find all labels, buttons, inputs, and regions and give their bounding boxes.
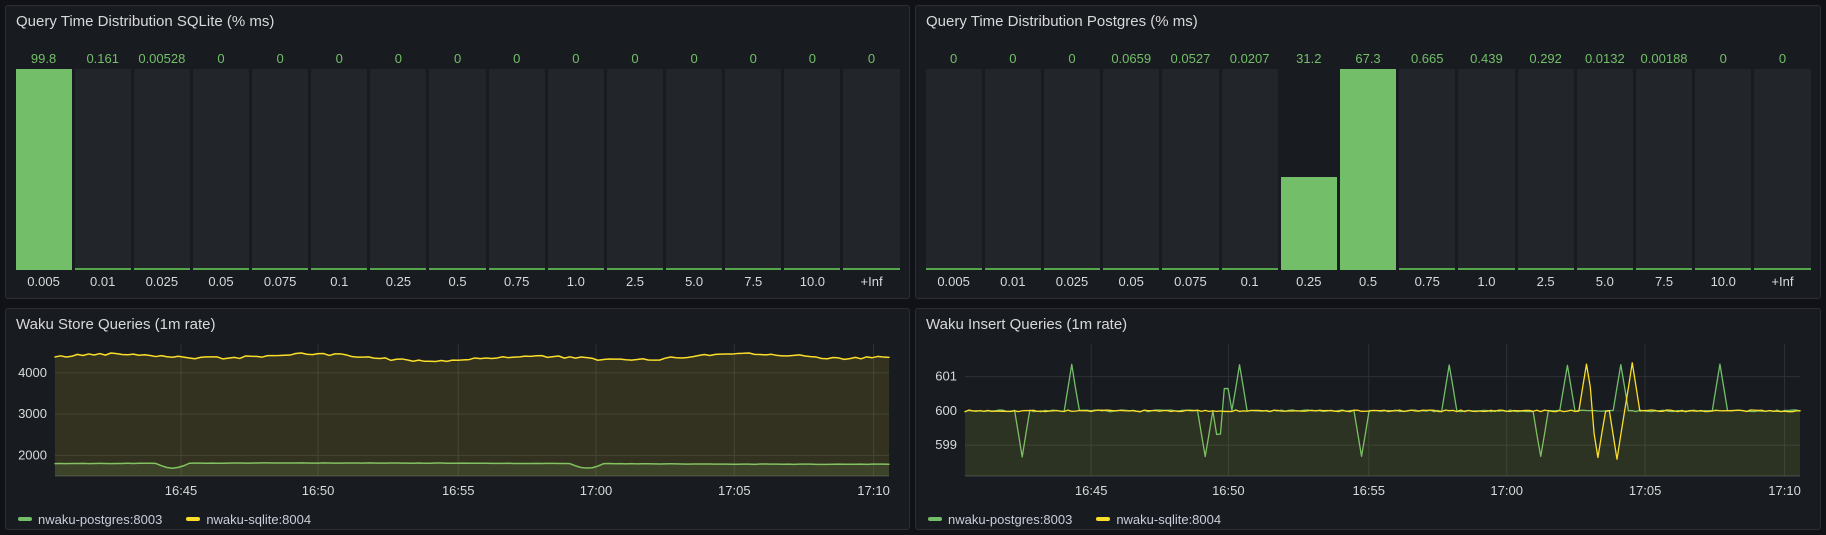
- svg-text:16:45: 16:45: [1075, 483, 1108, 498]
- svg-text:16:55: 16:55: [1352, 483, 1385, 498]
- svg-text:16:50: 16:50: [302, 483, 335, 498]
- svg-text:17:05: 17:05: [718, 483, 751, 498]
- svg-text:2000: 2000: [18, 447, 47, 462]
- svg-text:16:55: 16:55: [442, 483, 475, 498]
- svg-text:3000: 3000: [18, 406, 47, 421]
- svg-text:17:10: 17:10: [1768, 483, 1801, 498]
- svg-text:17:00: 17:00: [580, 483, 613, 498]
- svg-text:16:45: 16:45: [165, 483, 198, 498]
- svg-text:601: 601: [935, 369, 957, 384]
- svg-text:600: 600: [935, 403, 957, 418]
- svg-text:4000: 4000: [18, 365, 47, 380]
- svg-text:599: 599: [935, 437, 957, 452]
- svg-text:17:10: 17:10: [857, 483, 890, 498]
- svg-text:17:05: 17:05: [1629, 483, 1662, 498]
- svg-text:16:50: 16:50: [1212, 483, 1245, 498]
- svg-text:17:00: 17:00: [1490, 483, 1523, 498]
